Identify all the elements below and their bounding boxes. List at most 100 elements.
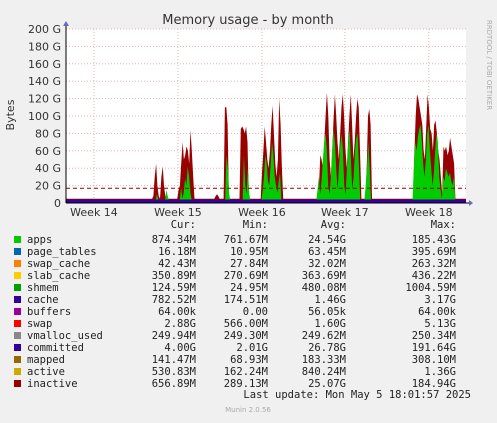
x-tick-label: Week 16	[238, 206, 286, 219]
legend-value: 0.00	[243, 306, 268, 318]
legend-value: 874.34M	[152, 234, 196, 246]
legend-value: 4.00G	[164, 342, 196, 354]
legend-value: 782.52M	[152, 294, 196, 306]
y-tick-label: 180 G	[28, 40, 61, 53]
legend-column-header: Cur:	[171, 219, 196, 231]
legend-value: 1.36G	[424, 366, 456, 378]
legend-series-name: shmem	[27, 282, 59, 294]
y-tick-label: 80 G	[35, 127, 61, 140]
legend-value: 2.01G	[236, 342, 268, 354]
legend-swatch	[14, 260, 21, 267]
legend-value: 289.13M	[224, 378, 268, 390]
legend-value: 3.17G	[424, 294, 456, 306]
y-axis-arrow	[63, 21, 69, 26]
apps-area	[66, 124, 466, 203]
legend-swatch	[14, 236, 21, 243]
legend-value: 566.00M	[224, 318, 268, 330]
legend-series-name: swap_cache	[27, 258, 90, 270]
legend-value: 24.54G	[308, 234, 346, 246]
legend-value: 2.88G	[164, 318, 196, 330]
legend-value: 436.22M	[412, 270, 456, 282]
legend-value: 395.69M	[412, 246, 456, 258]
legend-value: 141.47M	[152, 354, 196, 366]
legend-value: 656.89M	[152, 378, 196, 390]
legend-swatch	[14, 284, 21, 291]
legend-value: 184.94G	[412, 378, 456, 390]
x-axis-arrow	[469, 200, 473, 206]
legend-value: 26.78G	[308, 342, 346, 354]
inactive-area	[66, 92, 466, 203]
legend-column-header: Max:	[431, 219, 456, 231]
y-axis-ticks: 0 20 G 40 G 60 G 80 G 100 G 120 G 140 G 160 G 180…	[28, 23, 61, 210]
chart-title: Memory usage - by month	[162, 13, 333, 28]
legend-series-name: slab_cache	[27, 270, 90, 282]
y-tick-label: 140 G	[28, 75, 61, 88]
legend-value: 249.62M	[302, 330, 346, 342]
legend-value: 363.69M	[302, 270, 346, 282]
legend-value: 24.95M	[230, 282, 268, 294]
legend-value: 249.94M	[152, 330, 196, 342]
legend-swatch	[14, 332, 21, 339]
y-tick-label: 100 G	[28, 110, 61, 123]
y-tick-label: 120 G	[28, 93, 61, 106]
legend-value: 185.43G	[412, 234, 456, 246]
legend-swatch	[14, 248, 21, 255]
legend-value: 42.43M	[158, 258, 196, 270]
legend-value: 250.34M	[412, 330, 456, 342]
legend-series-name: apps	[27, 234, 52, 246]
legend-series-name: buffers	[27, 306, 71, 318]
legend-series-name: page_tables	[27, 246, 97, 258]
legend-column-header: Avg:	[321, 219, 346, 231]
legend-value: 10.95M	[230, 246, 268, 258]
data-areas	[66, 92, 466, 203]
legend-value: 840.24M	[302, 366, 346, 378]
munin-version: Munin 2.0.56	[225, 406, 271, 414]
legend-value: 64.00k	[418, 306, 457, 318]
legend-value: 350.89M	[152, 270, 196, 282]
x-tick-label: Week 18	[405, 206, 453, 219]
y-axis-label: Bytes	[4, 99, 17, 130]
legend-swatch	[14, 308, 21, 315]
legend-value: 25.07G	[308, 378, 346, 390]
legend-swatch	[14, 380, 21, 387]
legend-value: 32.02M	[308, 258, 346, 270]
legend-value: 1.60G	[314, 318, 346, 330]
legend-value: 308.10M	[412, 354, 456, 366]
y-tick-label: 40 G	[35, 162, 61, 175]
legend-value: 761.67M	[224, 234, 268, 246]
legend-series-name: cache	[27, 294, 59, 306]
last-update: Last update: Mon May 5 18:01:57 2025	[243, 389, 471, 401]
legend-value: 68.93M	[230, 354, 268, 366]
legend-value: 16.18M	[158, 246, 196, 258]
legend-value: 530.83M	[152, 366, 196, 378]
x-tick-label: Week 15	[154, 206, 202, 219]
legend-value: 263.32M	[412, 258, 456, 270]
y-tick-label: 20 G	[35, 180, 61, 193]
x-tick-label: Week 17	[321, 206, 369, 219]
legend-series-name: committed	[27, 342, 84, 354]
legend-value: 174.51M	[224, 294, 268, 306]
legend-series-name: mapped	[27, 354, 65, 366]
y-tick-label: 160 G	[28, 58, 61, 71]
legend-series-name: active	[27, 366, 65, 378]
x-axis-ticks: Week 14 Week 15 Week 16 Week 17 Week 18	[70, 206, 452, 219]
legend-series-name: vmalloc_used	[27, 330, 103, 342]
y-tick-label: 60 G	[35, 145, 61, 158]
legend-column-header: Min:	[243, 219, 268, 231]
legend-value: 124.59M	[152, 282, 196, 294]
y-tick-label: 200 G	[28, 23, 61, 36]
rrdtool-credit: RRDTOOL / TOBI OETIKER	[485, 20, 493, 110]
legend-swatch	[14, 272, 21, 279]
legend-swatch	[14, 320, 21, 327]
legend-value: 191.64G	[412, 342, 456, 354]
legend-value: 1.46G	[314, 294, 346, 306]
legend-value: 270.69M	[224, 270, 268, 282]
legend-value: 64.00k	[158, 306, 197, 318]
legend-value: 480.08M	[302, 282, 346, 294]
legend-swatch	[14, 296, 21, 303]
legend-value: 5.13G	[424, 318, 456, 330]
legend-value: 249.30M	[224, 330, 268, 342]
legend-value: 63.45M	[308, 246, 346, 258]
legend-value: 1004.59M	[405, 282, 456, 294]
